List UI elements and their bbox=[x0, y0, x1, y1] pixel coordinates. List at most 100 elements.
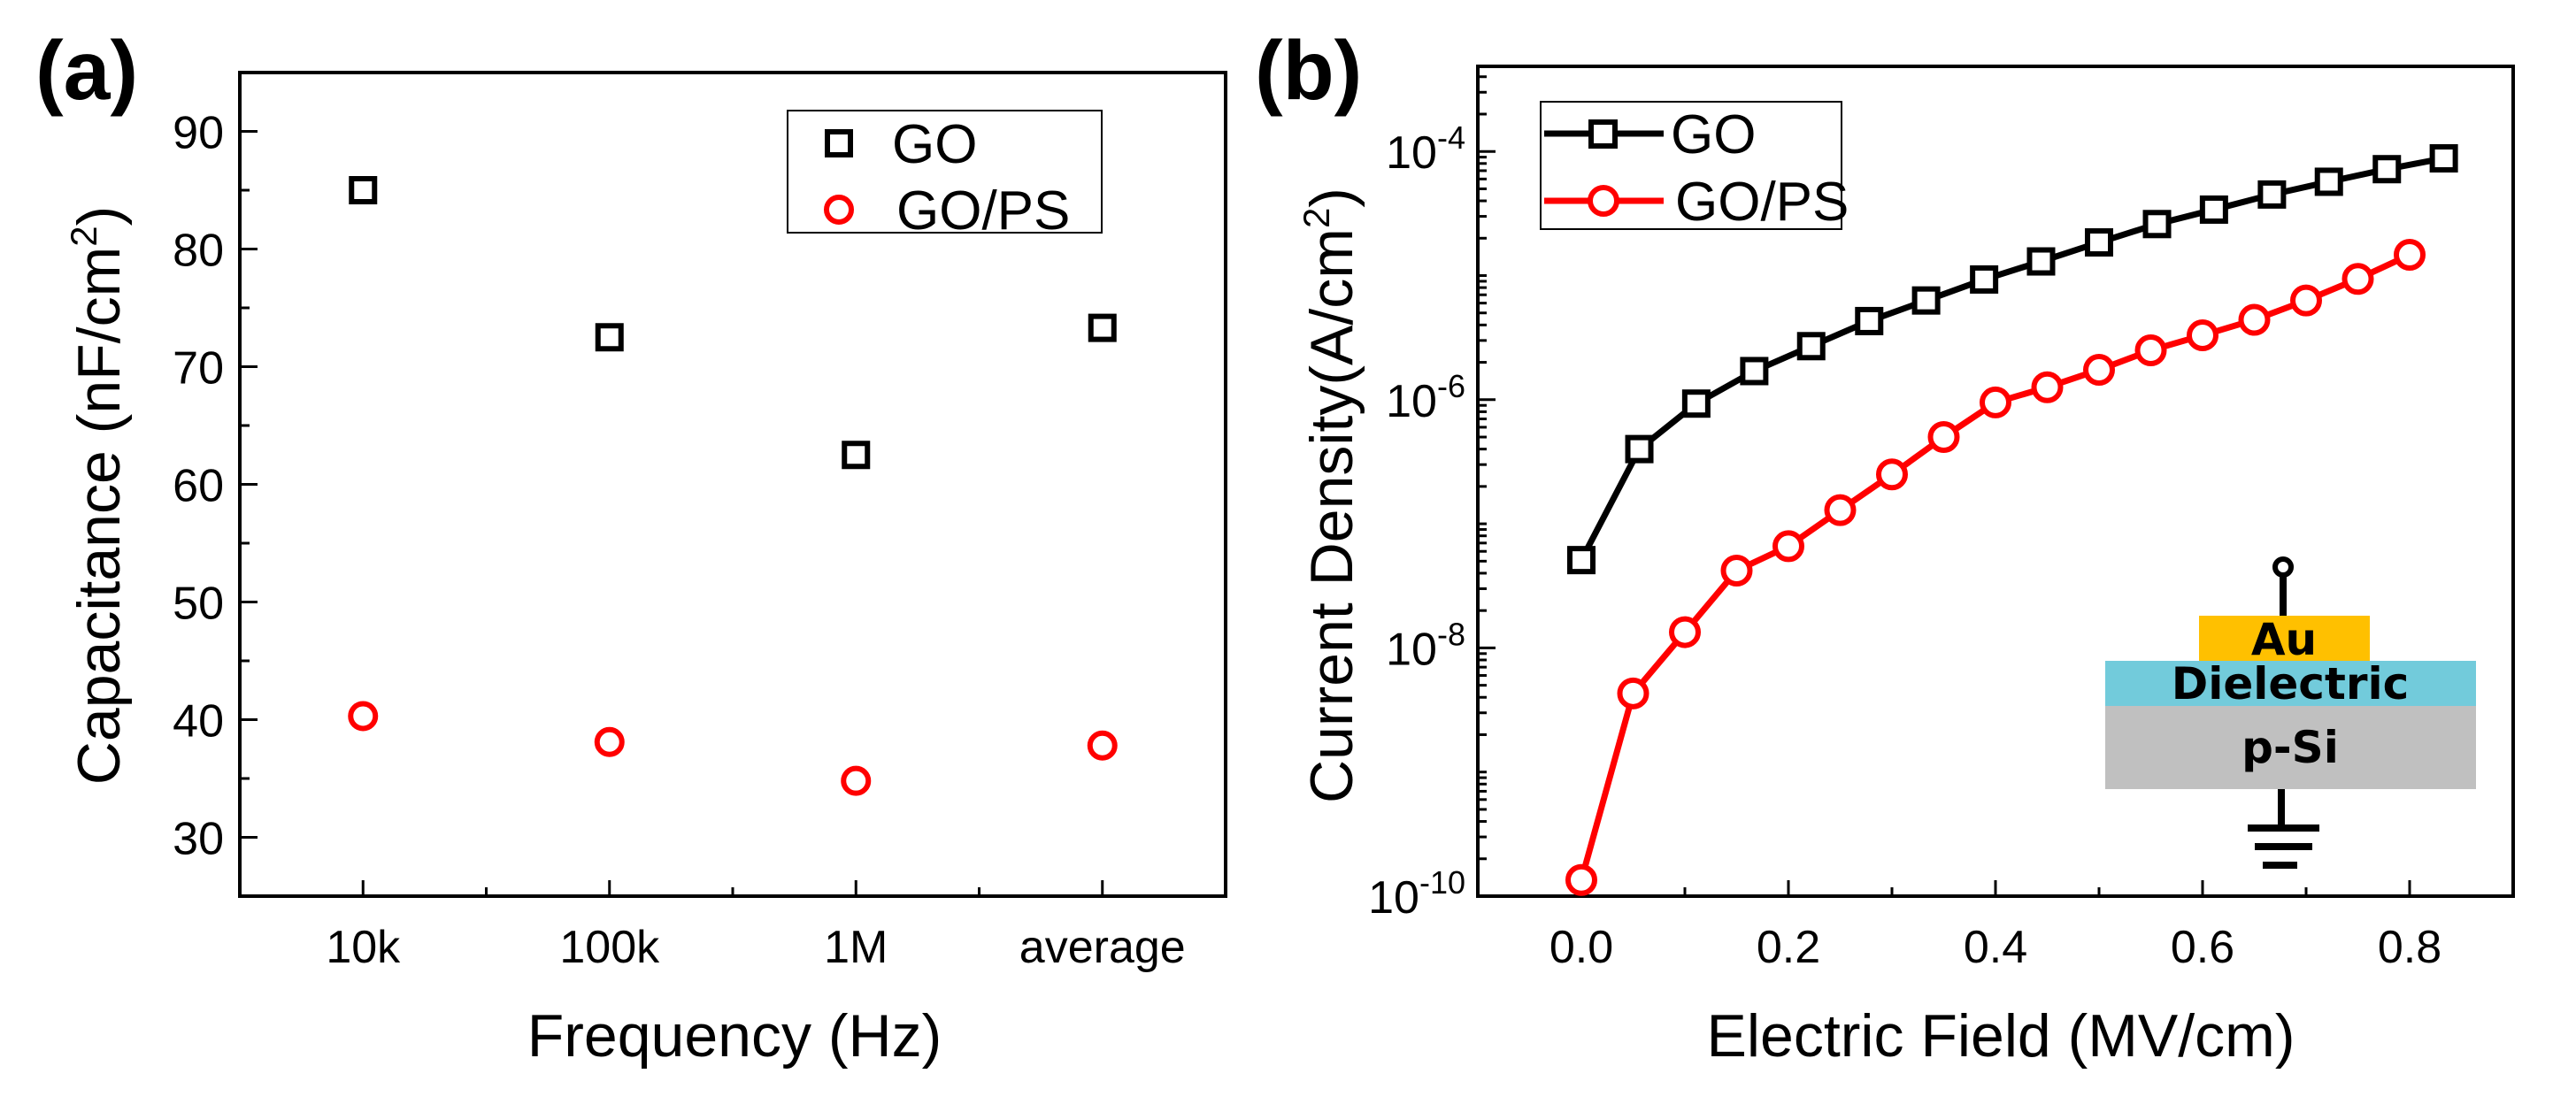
data-point-gops bbox=[2238, 303, 2271, 336]
y-tick-label: 10-6 bbox=[1386, 368, 1465, 427]
data-point-go bbox=[1740, 357, 1769, 386]
data-point-gops bbox=[594, 726, 625, 757]
panel-b-legend-gops: GO/PS bbox=[1675, 172, 1849, 233]
y-tick-label: 50 bbox=[173, 579, 224, 630]
data-point-go bbox=[2257, 180, 2287, 209]
p-si-layer-label: p-Si bbox=[2242, 722, 2339, 773]
data-point-gops bbox=[1669, 616, 1701, 648]
x-tick-label: 0.0 bbox=[1549, 922, 1613, 973]
y-tick-exponent: -4 bbox=[1437, 119, 1465, 156]
y-tick-label: 80 bbox=[173, 226, 224, 277]
data-point-gops bbox=[1927, 421, 1960, 454]
y-tick-label: 10-10 bbox=[1368, 864, 1465, 924]
data-point-gops bbox=[2083, 354, 2115, 387]
au-layer-label: Au bbox=[2251, 614, 2317, 665]
data-point-gops bbox=[2031, 371, 2064, 403]
legend-circle-marker-icon bbox=[1588, 185, 1619, 217]
data-point-go bbox=[2026, 247, 2056, 276]
y-tick-label: 90 bbox=[173, 108, 224, 159]
y-tick-base: 10 bbox=[1368, 872, 1419, 924]
x-tick-label: 0.4 bbox=[1964, 922, 2027, 973]
y-tick-base: 10 bbox=[1386, 127, 1437, 179]
data-point-go bbox=[1625, 434, 1654, 464]
data-point-gops bbox=[1772, 530, 1804, 563]
y-tick-exponent: -8 bbox=[1437, 616, 1465, 652]
panel-b-y-title-main: Current Density(A/cm bbox=[1298, 228, 1365, 803]
data-point-gops bbox=[1824, 494, 1857, 526]
legend-square-marker-icon bbox=[1588, 119, 1618, 149]
y-tick-base: 10 bbox=[1386, 376, 1437, 427]
data-point-go bbox=[1088, 313, 1117, 342]
panel-a-label: (a) bbox=[35, 24, 138, 118]
data-point-go bbox=[1567, 546, 1596, 575]
y-tick-exponent: -6 bbox=[1437, 368, 1465, 404]
panel-a-legend-go: GO bbox=[892, 114, 977, 175]
x-tick-label: 100k bbox=[559, 922, 660, 973]
dielectric-layer-label: Dielectric bbox=[2172, 658, 2410, 709]
panel-b-x-axis-title: Electric Field (MV/cm) bbox=[1707, 1002, 2295, 1070]
panel-b-y-axis-title: Current Density(A/cm2) bbox=[1296, 188, 1365, 803]
panel-b-marks bbox=[1565, 143, 2458, 896]
data-point-go bbox=[2142, 210, 2172, 239]
panel-a-y-title-main: Capacitance (nF/cm bbox=[65, 247, 133, 785]
panel-a-y-title-end: ) bbox=[65, 206, 133, 226]
panel-b-y-title-sup: 2 bbox=[1296, 208, 1337, 228]
panel-b-legend: GO GO/PS bbox=[1540, 101, 1849, 233]
x-tick-label: 0.8 bbox=[2378, 922, 2441, 973]
panel-a-legend: GO GO/PS bbox=[787, 110, 1103, 242]
data-point-go bbox=[595, 323, 624, 352]
data-point-go bbox=[842, 441, 871, 470]
panel-a-x-axis-title: Frequency (Hz) bbox=[527, 1002, 942, 1070]
panel-b-legend-go: GO bbox=[1671, 104, 1756, 165]
series-line-go bbox=[1578, 155, 2445, 562]
data-point-go bbox=[2085, 228, 2113, 257]
panel-b-inset-device: Au Dielectric p-Si bbox=[2105, 556, 2476, 869]
y-tick-label: 40 bbox=[173, 696, 224, 748]
x-tick-label: 10k bbox=[326, 922, 401, 973]
panel-a-legend-gops: GO/PS bbox=[896, 180, 1070, 242]
panel-a-marks bbox=[348, 176, 1118, 796]
terminal-icon bbox=[2272, 556, 2294, 578]
y-tick-label: 10-4 bbox=[1386, 119, 1465, 179]
y-tick-label: 70 bbox=[173, 343, 224, 395]
data-point-gops bbox=[2341, 263, 2374, 295]
panel-a-y-title-sup: 2 bbox=[63, 226, 104, 246]
data-point-go bbox=[1796, 332, 1826, 361]
panel-b-label: (b) bbox=[1255, 24, 1362, 118]
data-point-go bbox=[2314, 167, 2343, 196]
data-point-go bbox=[2429, 143, 2458, 173]
data-point-go bbox=[1970, 265, 1999, 294]
panel-a-y-axis-title: Capacitance (nF/cm2) bbox=[63, 206, 133, 785]
y-tick-label: 60 bbox=[173, 461, 224, 512]
data-point-go bbox=[1911, 286, 1941, 315]
panel-a-ticks: 30 40 50 60 70 80 90 10k 100k 1M average bbox=[173, 108, 1186, 974]
panel-b-y-title-end: ) bbox=[1298, 188, 1365, 208]
y-tick-exponent: -10 bbox=[1419, 864, 1465, 901]
legend-square-marker-icon bbox=[825, 129, 853, 157]
x-tick-label: 0.6 bbox=[2171, 922, 2234, 973]
au-layer bbox=[2199, 616, 2370, 661]
data-point-gops bbox=[1876, 458, 1908, 491]
dielectric-layer bbox=[2105, 661, 2476, 706]
p-si-layer bbox=[2105, 706, 2476, 789]
data-point-go bbox=[1681, 389, 1711, 418]
x-tick-label: 1M bbox=[824, 922, 888, 973]
data-point-gops bbox=[1980, 386, 2011, 418]
data-point-go bbox=[2372, 155, 2402, 184]
data-point-gops bbox=[1720, 554, 1753, 587]
data-point-go bbox=[1855, 306, 1884, 335]
data-point-gops bbox=[1565, 863, 1597, 896]
data-point-gops bbox=[1617, 677, 1649, 709]
data-point-gops bbox=[2394, 239, 2426, 272]
data-point-gops bbox=[2134, 334, 2167, 366]
y-tick-label: 10-8 bbox=[1386, 616, 1465, 675]
data-point-gops bbox=[2290, 284, 2322, 317]
x-tick-label: 0.2 bbox=[1757, 922, 1820, 973]
x-tick-label: average bbox=[1019, 922, 1186, 973]
panel-a: (a) 30 40 50 60 70 80 90 10k 100k 1M average Frequ… bbox=[35, 24, 1227, 1070]
ground-icon bbox=[2248, 789, 2319, 869]
data-point-go bbox=[349, 176, 378, 204]
